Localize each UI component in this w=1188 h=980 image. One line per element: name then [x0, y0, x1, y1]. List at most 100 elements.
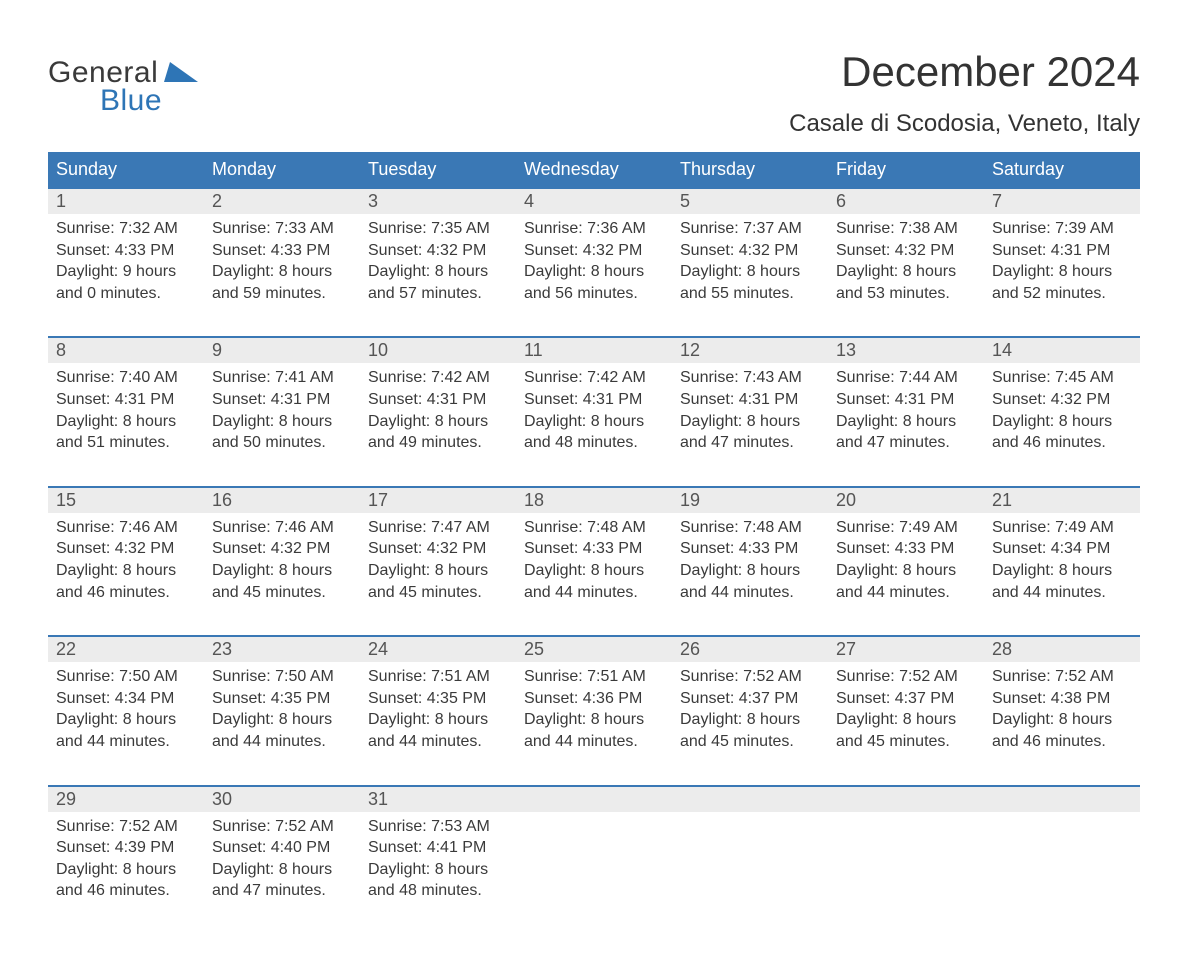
day-d2: and 47 minutes. [212, 880, 352, 902]
day-cell: Sunrise: 7:42 AMSunset: 4:31 PMDaylight:… [360, 363, 516, 471]
day-d2: and 47 minutes. [680, 432, 820, 454]
day-sunset: Sunset: 4:37 PM [836, 688, 976, 710]
day-sunrise: Sunrise: 7:52 AM [680, 666, 820, 688]
day-sunset: Sunset: 4:31 PM [836, 389, 976, 411]
day-cell: Sunrise: 7:50 AMSunset: 4:35 PMDaylight:… [204, 662, 360, 770]
day-d2: and 44 minutes. [212, 731, 352, 753]
day-sunrise: Sunrise: 7:52 AM [992, 666, 1132, 688]
day-d1: Daylight: 8 hours [680, 560, 820, 582]
day-sunrise: Sunrise: 7:38 AM [836, 218, 976, 240]
day-d1: Daylight: 8 hours [368, 709, 508, 731]
day-sunset: Sunset: 4:32 PM [212, 538, 352, 560]
day-number-row: 293031 [48, 787, 1140, 812]
header: General Blue December 2024 Casale di Sco… [48, 48, 1140, 138]
day-d1: Daylight: 8 hours [524, 261, 664, 283]
day-sunrise: Sunrise: 7:36 AM [524, 218, 664, 240]
day-sunset: Sunset: 4:33 PM [680, 538, 820, 560]
day-cell [516, 812, 672, 920]
day-number [516, 787, 672, 812]
day-d2: and 48 minutes. [368, 880, 508, 902]
day-sunrise: Sunrise: 7:40 AM [56, 367, 196, 389]
day-d2: and 46 minutes. [56, 582, 196, 604]
day-body-row: Sunrise: 7:52 AMSunset: 4:39 PMDaylight:… [48, 812, 1140, 920]
day-d1: Daylight: 8 hours [992, 709, 1132, 731]
day-sunrise: Sunrise: 7:50 AM [212, 666, 352, 688]
day-cell: Sunrise: 7:49 AMSunset: 4:33 PMDaylight:… [828, 513, 984, 621]
day-d2: and 55 minutes. [680, 283, 820, 305]
day-d2: and 46 minutes. [992, 432, 1132, 454]
day-d1: Daylight: 8 hours [56, 709, 196, 731]
day-d1: Daylight: 8 hours [524, 709, 664, 731]
day-sunrise: Sunrise: 7:48 AM [680, 517, 820, 539]
day-sunrise: Sunrise: 7:48 AM [524, 517, 664, 539]
day-sunset: Sunset: 4:32 PM [992, 389, 1132, 411]
day-d2: and 45 minutes. [368, 582, 508, 604]
day-d1: Daylight: 8 hours [836, 261, 976, 283]
day-sunrise: Sunrise: 7:44 AM [836, 367, 976, 389]
day-cell: Sunrise: 7:50 AMSunset: 4:34 PMDaylight:… [48, 662, 204, 770]
day-sunset: Sunset: 4:32 PM [524, 240, 664, 262]
day-number: 30 [204, 787, 360, 812]
day-d1: Daylight: 8 hours [836, 411, 976, 433]
day-number: 8 [48, 338, 204, 363]
day-number-row: 1234567 [48, 189, 1140, 214]
day-d1: Daylight: 8 hours [212, 261, 352, 283]
day-d2: and 44 minutes. [56, 731, 196, 753]
day-d1: Daylight: 8 hours [368, 411, 508, 433]
day-d1: Daylight: 8 hours [992, 261, 1132, 283]
day-d1: Daylight: 8 hours [56, 560, 196, 582]
day-sunset: Sunset: 4:36 PM [524, 688, 664, 710]
col-tuesday: Tuesday [360, 152, 516, 187]
day-sunset: Sunset: 4:31 PM [56, 389, 196, 411]
day-cell: Sunrise: 7:40 AMSunset: 4:31 PMDaylight:… [48, 363, 204, 471]
day-d1: Daylight: 8 hours [56, 859, 196, 881]
day-d2: and 56 minutes. [524, 283, 664, 305]
day-number: 23 [204, 637, 360, 662]
location-subtitle: Casale di Scodosia, Veneto, Italy [789, 110, 1140, 138]
day-d1: Daylight: 8 hours [212, 560, 352, 582]
day-cell: Sunrise: 7:48 AMSunset: 4:33 PMDaylight:… [516, 513, 672, 621]
day-number: 17 [360, 488, 516, 513]
day-d2: and 44 minutes. [368, 731, 508, 753]
day-number: 13 [828, 338, 984, 363]
day-cell: Sunrise: 7:52 AMSunset: 4:37 PMDaylight:… [828, 662, 984, 770]
day-number: 6 [828, 189, 984, 214]
day-sunset: Sunset: 4:31 PM [368, 389, 508, 411]
day-sunset: Sunset: 4:32 PM [836, 240, 976, 262]
day-d2: and 59 minutes. [212, 283, 352, 305]
day-number: 10 [360, 338, 516, 363]
week-row: 15161718192021 Sunrise: 7:46 AM Sunset: 4:… [48, 486, 1140, 621]
day-number: 29 [48, 787, 204, 812]
day-cell: Sunrise: 7:51 AMSunset: 4:35 PMDaylight:… [360, 662, 516, 770]
day-number: 3 [360, 189, 516, 214]
day-sunrise: Sunrise: 7:45 AM [992, 367, 1132, 389]
day-body-row: Sunrise: 7:32 AMSunset: 4:33 PMDaylight:… [48, 214, 1140, 322]
day-number: 2 [204, 189, 360, 214]
day-d2: and 57 minutes. [368, 283, 508, 305]
day-sunrise: Sunrise: 7:52 AM [836, 666, 976, 688]
day-cell: Sunrise: 7:39 AMSunset: 4:31 PMDaylight:… [984, 214, 1140, 322]
day-d2: and 45 minutes. [680, 731, 820, 753]
day-sunrise: Sunrise: 7:37 AM [680, 218, 820, 240]
day-sunset: Sunset: 4:33 PM [56, 240, 196, 262]
day-number: 16 [204, 488, 360, 513]
day-cell: Sunrise: 7:52 AMSunset: 4:40 PMDaylight:… [204, 812, 360, 920]
logo-triangle-icon [164, 56, 198, 90]
day-sunrise: Sunrise: 7:46 AM [56, 517, 196, 539]
day-number-row: 15161718192021 [48, 488, 1140, 513]
day-sunset: Sunset: 4:31 PM [680, 389, 820, 411]
day-cell: Sunrise: 7:45 AMSunset: 4:32 PMDaylight:… [984, 363, 1140, 471]
day-sunset: Sunset: 4:31 PM [524, 389, 664, 411]
day-cell: Sunrise: 7:36 AMSunset: 4:32 PMDaylight:… [516, 214, 672, 322]
week-row: 891011121314Sunrise: 7:40 AMSunset: 4:31… [48, 336, 1140, 471]
day-d1: Daylight: 8 hours [524, 411, 664, 433]
day-cell: Sunrise: 7:35 AMSunset: 4:32 PMDaylight:… [360, 214, 516, 322]
day-d1: Daylight: 8 hours [56, 411, 196, 433]
day-cell: Sunrise: 7:32 AMSunset: 4:33 PMDaylight:… [48, 214, 204, 322]
day-d1: Daylight: 8 hours [836, 560, 976, 582]
day-sunset: Sunset: 4:41 PM [368, 837, 508, 859]
day-cell: Sunrise: 7:43 AMSunset: 4:31 PMDaylight:… [672, 363, 828, 471]
day-d2: and 44 minutes. [992, 582, 1132, 604]
day-body-row: Sunrise: 7:40 AMSunset: 4:31 PMDaylight:… [48, 363, 1140, 471]
day-cell: Sunrise: 7:52 AMSunset: 4:39 PMDaylight:… [48, 812, 204, 920]
